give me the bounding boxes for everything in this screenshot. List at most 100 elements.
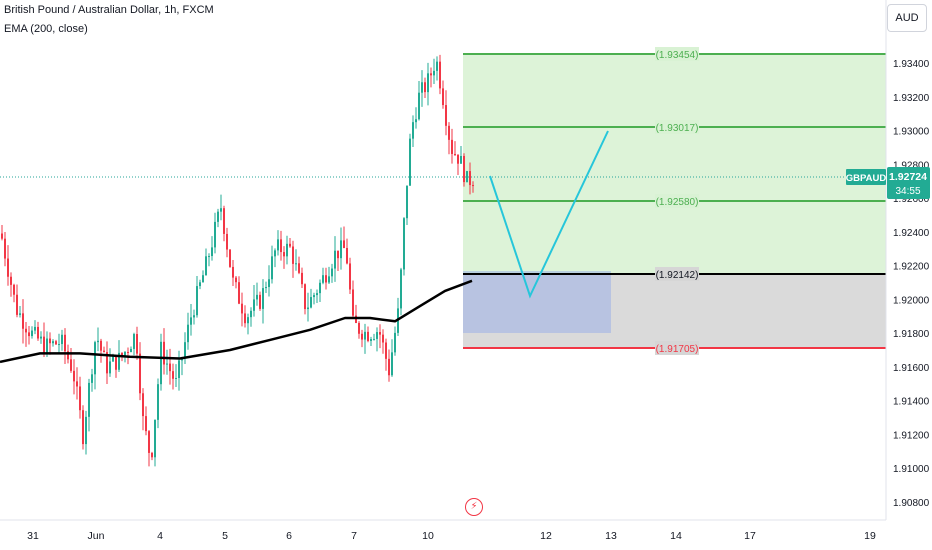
price-axis-tick: 1.90800 [893, 498, 930, 509]
candle-body [82, 410, 84, 445]
time-axis-tick: 19 [864, 530, 876, 542]
candle-body [160, 341, 162, 385]
price-axis-tick: 1.92200 [893, 262, 930, 273]
candle-body [256, 294, 258, 300]
price-tag-price: 1.92724 [889, 171, 927, 183]
target-zone [463, 54, 886, 274]
candle-body [292, 246, 294, 264]
candle-body [382, 334, 384, 343]
candle-body [418, 92, 420, 120]
price-axis[interactable]: 1.93400 1.93200 1.93000 1.92800 1.92600 1.924… [885, 0, 930, 520]
time-axis-tick: 4 [157, 530, 163, 542]
candle-body [265, 287, 267, 289]
symbol-title[interactable]: British Pound / Australian Dollar, 1h, F… [4, 4, 214, 16]
candle-body [124, 351, 126, 357]
time-axis-tick: Jun [88, 530, 105, 542]
flash-icon[interactable]: ⚡︎ [465, 498, 483, 516]
candle-body [34, 326, 36, 331]
stop-label: (1.91705) [656, 344, 699, 355]
time-axis-tick: 6 [286, 530, 292, 542]
candle-body [448, 125, 450, 140]
candle-body [283, 252, 285, 257]
candle-body [412, 122, 414, 139]
candle-body [466, 171, 468, 183]
candle-body [79, 386, 81, 411]
candle-body [208, 256, 210, 258]
time-axis-tick: 7 [351, 530, 357, 542]
candle-body [310, 297, 312, 308]
candle-body [49, 338, 51, 344]
candle-body [217, 211, 219, 222]
candle-body [469, 171, 471, 186]
candle-body [289, 243, 291, 247]
price-axis-tick: 1.93200 [893, 93, 930, 104]
candle-body [253, 299, 255, 311]
candle-body [463, 155, 465, 183]
candle-body [247, 317, 249, 324]
candle-body [424, 82, 426, 93]
candle-body [4, 238, 6, 259]
candle-body [337, 250, 339, 259]
projection-path[interactable] [489, 130, 609, 299]
candle-body [364, 331, 366, 340]
candle-body [214, 221, 216, 248]
candle-body [37, 326, 39, 339]
candle-body [307, 307, 309, 310]
time-axis[interactable]: 31 Jun 4 5 6 7 10 12 13 14 17 19 [0, 519, 886, 542]
candle-body [370, 339, 372, 341]
candle-body [229, 249, 231, 267]
candle-body [157, 384, 159, 420]
candle-body [328, 276, 330, 283]
candle-body [142, 393, 144, 417]
currency-button[interactable]: AUD [887, 4, 927, 32]
price-axis-tick: 1.91400 [893, 397, 930, 408]
candle-body [325, 275, 327, 283]
candle-body [277, 239, 279, 251]
candle-body [367, 331, 369, 341]
price-tag-symbol: GBPAUD [846, 173, 887, 184]
candle-body [61, 334, 63, 345]
candle-body [64, 334, 66, 352]
candle-body [403, 218, 405, 270]
price-tag-countdown: 34:55 [895, 186, 920, 197]
candle-body [118, 352, 120, 370]
candle-body [385, 342, 387, 359]
candle-body [373, 338, 375, 340]
candle-body [313, 295, 315, 298]
target-2-label: (1.93454) [656, 50, 699, 61]
candlestick-series [1, 54, 474, 467]
candle-body [52, 341, 54, 344]
price-axis-tick: 1.92600 [893, 194, 930, 205]
candle-body [199, 282, 201, 287]
candle-body [193, 315, 195, 318]
candle-body [145, 416, 147, 432]
candle-body [349, 263, 351, 290]
target-1-label: (1.93017) [656, 123, 699, 134]
candle-body [169, 363, 171, 372]
candle-body [340, 240, 342, 259]
candle-body [439, 61, 441, 89]
candle-body [394, 332, 396, 353]
candle-body [19, 313, 21, 315]
candle-body [445, 105, 447, 126]
candle-body [121, 352, 123, 357]
candle-body [472, 185, 474, 187]
candle-body [436, 61, 438, 71]
price-axis-tick: 1.91600 [893, 363, 930, 374]
candle-body [187, 324, 189, 343]
candle-body [388, 358, 390, 376]
candle-body [379, 332, 381, 335]
candle-body [220, 208, 222, 212]
candle-body [1, 233, 3, 239]
candle-body [415, 119, 417, 123]
time-axis-tick: 12 [540, 530, 552, 542]
candle-body [451, 139, 453, 154]
candle-body [190, 317, 192, 325]
candle-body [295, 263, 297, 265]
candle-body [16, 294, 18, 315]
candle-body [175, 377, 177, 379]
candle-body [250, 310, 252, 318]
candle-body [457, 154, 459, 164]
indicator-label[interactable]: EMA (200, close) [4, 23, 88, 35]
